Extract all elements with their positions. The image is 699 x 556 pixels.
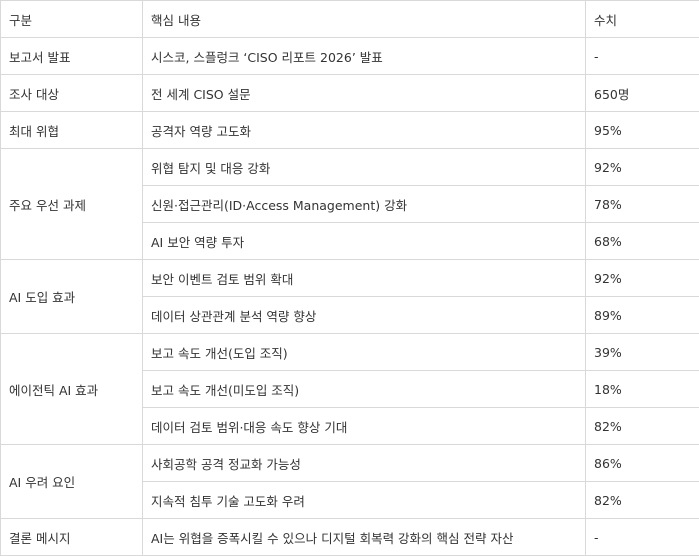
category-cell: 결론 메시지 — [1, 519, 143, 556]
content-cell: 전 세계 CISO 설문 — [143, 75, 586, 112]
content-cell: 사회공학 공격 정교화 가능성 — [143, 445, 586, 482]
header-row: 구분 핵심 내용 수치 — [1, 1, 699, 38]
content-cell: 공격자 역량 고도화 — [143, 112, 586, 149]
value-cell: 78% — [586, 186, 699, 223]
content-cell: 신원·접근관리(ID·Access Management) 강화 — [143, 186, 586, 223]
value-cell: 18% — [586, 371, 699, 408]
value-cell: - — [586, 38, 699, 75]
value-cell: - — [586, 519, 699, 556]
value-cell: 95% — [586, 112, 699, 149]
content-cell: 데이터 검토 범위·대응 속도 향상 기대 — [143, 408, 586, 445]
header-category: 구분 — [1, 1, 143, 38]
content-cell: 시스코, 스플렁크 ‘CISO 리포트 2026’ 발표 — [143, 38, 586, 75]
category-cell: 보고서 발표 — [1, 38, 143, 75]
content-cell: AI 보안 역량 투자 — [143, 223, 586, 260]
value-cell: 92% — [586, 149, 699, 186]
value-cell: 82% — [586, 408, 699, 445]
header-content: 핵심 내용 — [143, 1, 586, 38]
content-cell: 지속적 침투 기술 고도화 우려 — [143, 482, 586, 519]
value-cell: 650명 — [586, 75, 699, 112]
value-cell: 68% — [586, 223, 699, 260]
content-cell: 보고 속도 개선(미도입 조직) — [143, 371, 586, 408]
content-cell: 데이터 상관관계 분석 역량 향상 — [143, 297, 586, 334]
value-cell: 89% — [586, 297, 699, 334]
content-cell: 보안 이벤트 검토 범위 확대 — [143, 260, 586, 297]
value-cell: 82% — [586, 482, 699, 519]
category-cell: 주요 우선 과제 — [1, 149, 143, 260]
value-cell: 39% — [586, 334, 699, 371]
category-cell: AI 도입 효과 — [1, 260, 143, 334]
value-cell: 86% — [586, 445, 699, 482]
value-cell: 92% — [586, 260, 699, 297]
category-cell: 에이전틱 AI 효과 — [1, 334, 143, 445]
header-value: 수치 — [586, 1, 699, 38]
category-cell: 조사 대상 — [1, 75, 143, 112]
content-cell: AI는 위협을 증폭시킬 수 있으나 디지털 회복력 강화의 핵심 전략 자산 — [143, 519, 586, 556]
content-cell: 보고 속도 개선(도입 조직) — [143, 334, 586, 371]
category-cell: AI 우려 요인 — [1, 445, 143, 519]
category-cell: 최대 위협 — [1, 112, 143, 149]
content-cell: 위협 탐지 및 대응 강화 — [143, 149, 586, 186]
